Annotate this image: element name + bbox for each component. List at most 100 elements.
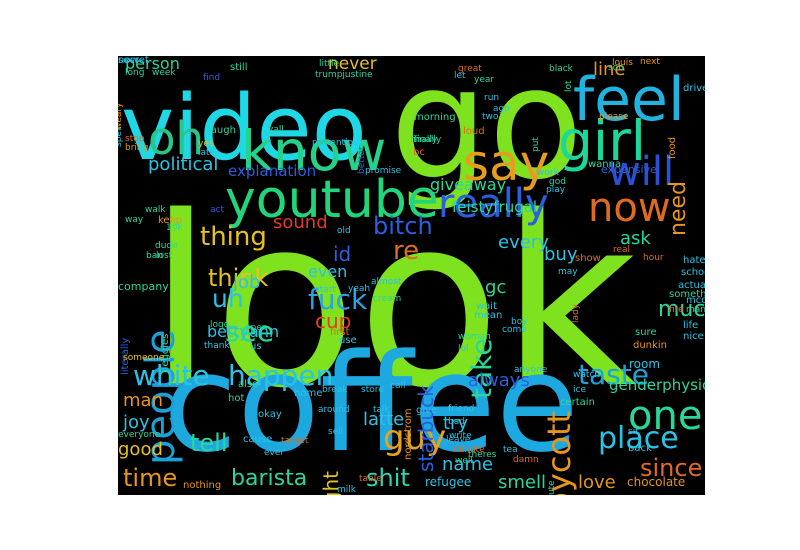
cloud-word: anyone [514, 365, 548, 375]
cloud-word: work [537, 168, 559, 178]
cloud-word: hate [683, 255, 705, 266]
cloud-word: drive [683, 83, 705, 94]
cloud-word: person [125, 56, 180, 73]
cloud-word: trumpjustine [315, 70, 373, 80]
cloud-word: okay [258, 409, 282, 420]
cloud-word: coffee [163, 325, 579, 482]
cloud-word: secret [118, 56, 149, 66]
cloud-word: lost [156, 251, 173, 261]
cloud-word: long [125, 68, 145, 78]
cloud-word: sure [635, 327, 657, 338]
cloud-word: try [443, 413, 469, 434]
cloud-word: real [613, 245, 631, 255]
cloud-word: need [666, 181, 691, 236]
cloud-word: may [558, 267, 578, 277]
cloud-word: cause [243, 434, 273, 445]
cloud-word: love [578, 472, 616, 493]
cloud-word: look [148, 167, 637, 440]
cloud-word: name [442, 454, 494, 475]
cloud-word: finally [410, 135, 438, 145]
cloud-word: sound [273, 212, 328, 233]
cloud-word: open [245, 323, 268, 333]
cloud-word: week [152, 68, 176, 78]
cloud-word: bring [125, 143, 149, 153]
cloud-word: show [575, 253, 601, 264]
cloud-word: put [531, 137, 541, 152]
cloud-word: explanation [228, 162, 317, 180]
cloud-word: tea [503, 445, 518, 455]
cloud-word: youtube [225, 170, 439, 230]
cloud-word: bad [448, 417, 465, 427]
cloud-word: next [640, 57, 660, 67]
cloud-word: will [608, 149, 675, 195]
cloud-word: see [225, 315, 275, 348]
cloud-word: write [449, 431, 472, 441]
cloud-word: sell [328, 427, 344, 437]
cloud-word: company [118, 280, 169, 293]
cloud-word: food [667, 136, 678, 159]
cloud-word: ever [264, 448, 285, 458]
cloud-word: year [474, 75, 495, 85]
cloud-word: lot [564, 80, 574, 92]
cloud-word: something [669, 289, 705, 300]
cloud-word: guy [383, 418, 447, 458]
cloud-word: latte [363, 409, 405, 430]
cloud-word: good [118, 439, 163, 460]
cloud-word: oh [148, 112, 205, 165]
cloud-word: line [593, 59, 626, 80]
cloud-word: know [241, 119, 387, 183]
cloud-word: ice [573, 385, 586, 395]
cloud-word: every [498, 232, 549, 253]
cloud-word: mcdonald [686, 295, 705, 306]
cloud-word: old [337, 226, 351, 236]
cloud-word: barista [231, 466, 308, 491]
cloud-word: certain [560, 397, 595, 408]
cloud-word: thing [200, 222, 267, 252]
cloud-word: mean [474, 310, 503, 321]
cloud-word: room [629, 357, 661, 371]
cloud-word: always [468, 370, 530, 391]
cloud-word: little [319, 59, 340, 69]
cloud-word: everyone [118, 430, 161, 440]
cloud-word: break [322, 385, 348, 395]
cloud-word: play [546, 185, 566, 195]
cloud-word: bettyann [207, 322, 280, 341]
cloud-word: school [681, 267, 705, 278]
cloud-word: chocolate [627, 475, 686, 489]
cloud-word: genderphysics [609, 376, 705, 394]
cloud-word: bc [413, 147, 425, 158]
cloud-word: laugh [208, 125, 236, 136]
cloud-word: dunkin [633, 340, 667, 351]
cloud-word: ban [146, 251, 163, 261]
cloud-word: actually [678, 280, 705, 291]
cloud-word: act [210, 205, 224, 215]
cloud-word: leave [446, 435, 471, 445]
cloud-word: almost [371, 277, 402, 287]
cloud-word: cream [373, 294, 402, 304]
cloud-word: giveaway [430, 175, 507, 194]
cloud-word: job [233, 272, 261, 293]
cloud-word: give [416, 405, 438, 416]
cloud-word: promise [365, 166, 402, 176]
cloud-word: minute [453, 445, 485, 455]
cloud-word: feistyfrugal [452, 198, 538, 216]
cloud-word: theres [468, 450, 497, 460]
cloud-word: use [339, 335, 357, 346]
cloud-word: yes [198, 139, 214, 149]
cloud-word: now [588, 185, 671, 231]
cloud-word: call [390, 381, 406, 391]
cloud-word: please [599, 112, 629, 122]
cloud-word: one [628, 393, 703, 439]
cloud-word: think [208, 264, 269, 292]
cloud-word: id [333, 242, 352, 266]
cloud-word: video [121, 76, 367, 181]
cloud-word: talk [373, 405, 390, 415]
cloud-word: fuck [308, 283, 368, 316]
cloud-word: girl [558, 109, 647, 173]
cloud-word: well [455, 456, 473, 466]
cloud-word: walk [145, 205, 166, 215]
cloud-word: great [458, 64, 482, 74]
cloud-word: start [315, 285, 336, 295]
cloud-word: uh [212, 284, 244, 313]
cloud-word: home [294, 388, 323, 399]
